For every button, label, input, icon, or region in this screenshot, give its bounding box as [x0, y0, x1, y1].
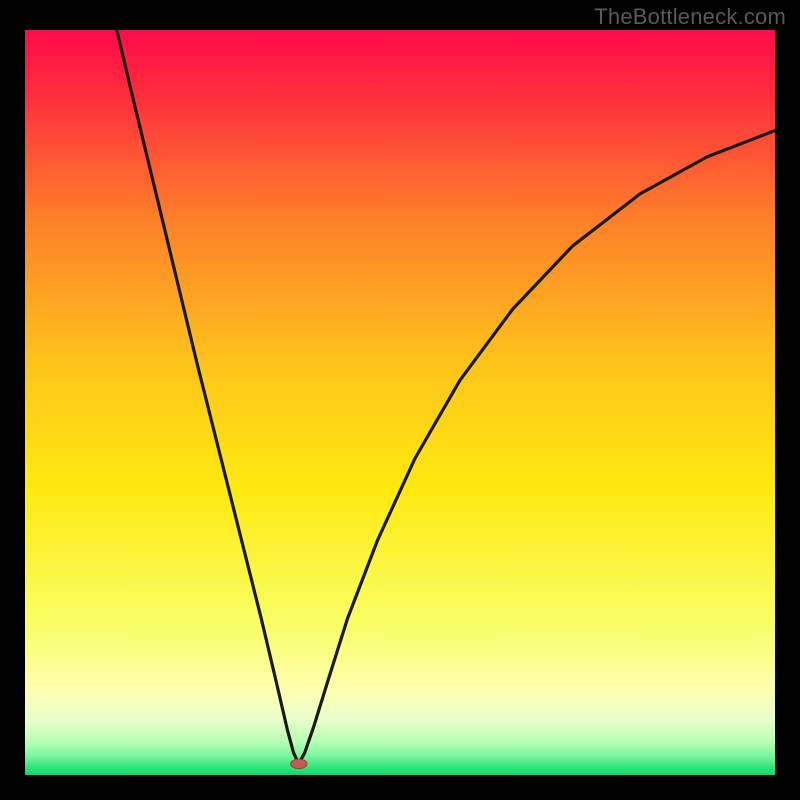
watermark-label: TheBottleneck.com: [594, 4, 786, 30]
minimum-marker: [291, 759, 308, 769]
gradient-background: [25, 30, 775, 775]
chart-frame: TheBottleneck.com: [0, 0, 800, 800]
plot-area: [25, 30, 775, 775]
